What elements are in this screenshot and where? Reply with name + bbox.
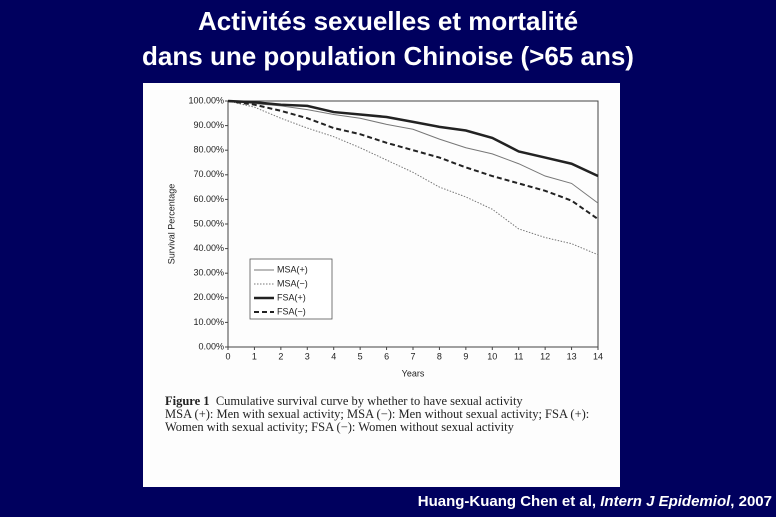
x-axis-label: Years [402, 368, 425, 378]
y-tick-label: 30.00% [193, 268, 224, 278]
x-tick-label: 3 [305, 351, 310, 361]
y-tick-label: 80.00% [193, 145, 224, 155]
x-tick-label: 6 [384, 351, 389, 361]
x-tick-label: 9 [463, 351, 468, 361]
figure-caption: Figure 1 Cumulative survival curve by wh… [165, 395, 605, 434]
citation-year: , 2007 [730, 493, 772, 510]
x-tick-label: 0 [225, 351, 230, 361]
x-tick-label: 10 [487, 351, 497, 361]
series-line [227, 99, 599, 178]
legend-label: MSA(−) [277, 278, 308, 288]
x-tick-label: 12 [540, 351, 550, 361]
caption-heading: Figure 1 Cumulative survival curve by wh… [165, 395, 605, 408]
x-tick-label: 8 [437, 351, 442, 361]
y-tick-label: 20.00% [193, 292, 224, 302]
y-tick-label: 70.00% [193, 169, 224, 179]
citation-authors: Huang-Kuang Chen et al, [417, 493, 601, 510]
figure-panel [143, 83, 620, 487]
x-tick-label: 2 [278, 351, 283, 361]
y-tick-label: 60.00% [193, 194, 224, 204]
y-axis-label: Survival Percentage [166, 184, 176, 265]
x-tick-label: 7 [410, 351, 415, 361]
series-line [227, 100, 599, 220]
x-tick-label: 5 [358, 351, 363, 361]
citation-journal: Intern J Epidemiol [600, 493, 731, 510]
caption-notes: MSA (+): Men with sexual activity; MSA (… [165, 407, 590, 434]
series-line [227, 100, 599, 256]
x-tick-label: 11 [514, 351, 523, 361]
caption-text: Cumulative survival curve by whether to … [215, 394, 523, 408]
citation: Huang-Kuang Chen et al, Intern J Epidemi… [418, 493, 772, 510]
x-tick-label: 4 [331, 351, 336, 361]
y-tick-label: 40.00% [193, 243, 224, 253]
legend-box [249, 258, 333, 320]
y-tick-label: 10.00% [193, 317, 224, 327]
y-tick-label: 90.00% [193, 120, 224, 130]
legend-label: FSA(+) [277, 292, 306, 302]
legend-label: FSA(−) [277, 306, 306, 316]
y-tick-label: 100.00% [188, 95, 224, 105]
x-tick-label: 14 [593, 351, 603, 361]
x-tick-label: 13 [567, 351, 577, 361]
slide-title: Activités sexuelles et mortalité [197, 6, 579, 36]
caption-label: Figure 1 [165, 394, 210, 408]
legend-label: MSA(+) [277, 264, 308, 274]
y-tick-label: 50.00% [193, 218, 224, 228]
series-line [227, 100, 599, 204]
x-tick-label: 1 [252, 351, 257, 361]
y-tick-label: 0.00% [198, 341, 224, 351]
slide-title: dans une population Chinoise (>65 ans) [142, 41, 634, 71]
